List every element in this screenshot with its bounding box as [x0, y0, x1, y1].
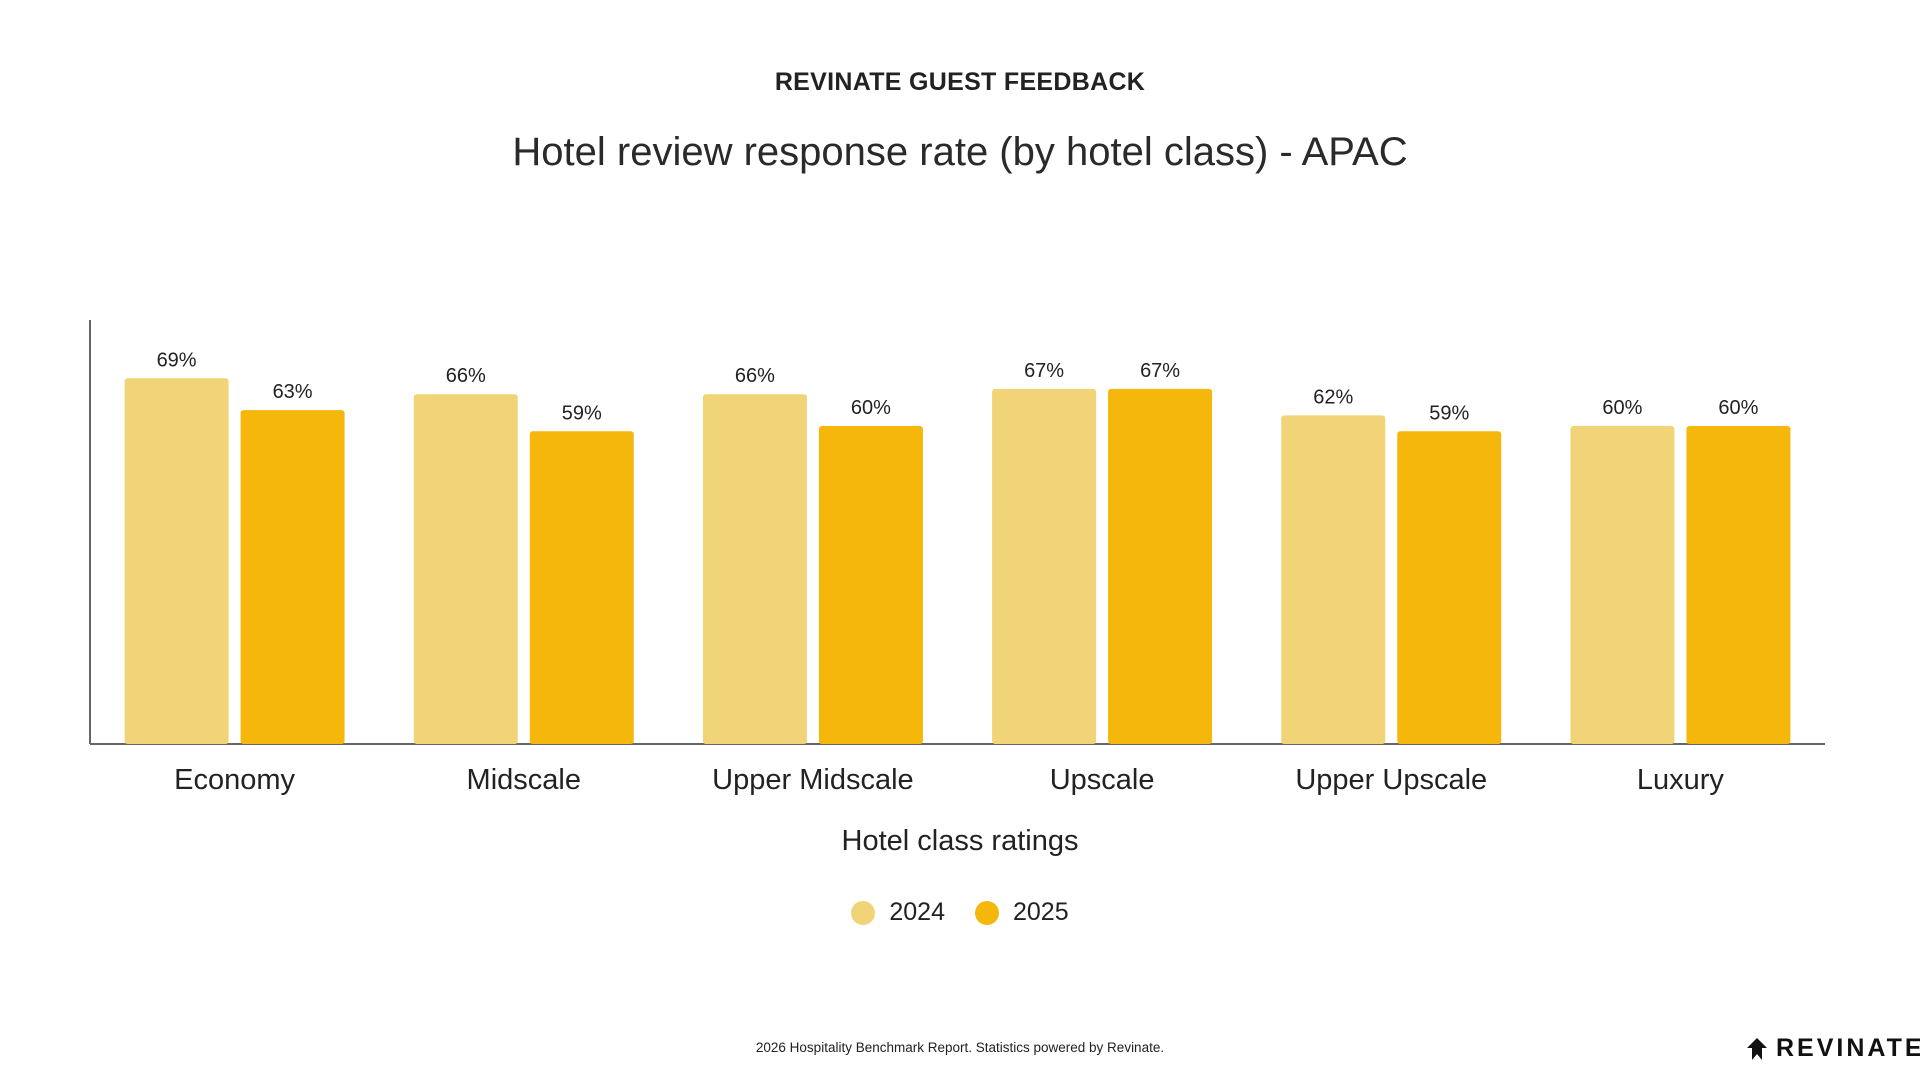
data-label-upper-upscale-2025: 59% [1429, 402, 1469, 424]
logo-text: REVINATE [1776, 1034, 1920, 1062]
bar-midscale-2025 [529, 431, 634, 744]
data-label-upper-midscale-2025: 60% [851, 397, 891, 419]
data-label-economy-2024: 69% [157, 349, 197, 371]
x-tick-label-upper-upscale: Upper Upscale [1295, 764, 1487, 796]
legend-swatch-2024 [851, 900, 876, 925]
bar-upper-midscale-2025 [818, 426, 923, 744]
bar-upscale-2025 [1108, 388, 1213, 744]
data-label-upscale-2024: 67% [1024, 360, 1064, 382]
data-label-luxury-2024: 60% [1602, 397, 1642, 419]
data-label-economy-2025: 63% [273, 381, 313, 403]
bar-luxury-2024 [1570, 426, 1675, 744]
legend-label-2024: 2024 [889, 898, 945, 926]
bar-economy-2025 [240, 410, 345, 744]
legend-item-2025: 2025 [975, 898, 1069, 927]
bar-upper-upscale-2025 [1397, 431, 1502, 744]
data-label-midscale-2024: 66% [446, 365, 486, 387]
x-tick-label-upscale: Upscale [1050, 764, 1155, 796]
legend-label-2025: 2025 [1013, 898, 1069, 926]
bar-luxury-2025 [1686, 426, 1791, 744]
bar-upper-midscale-2024 [702, 394, 807, 744]
data-label-luxury-2025: 60% [1718, 397, 1758, 419]
legend-item-2024: 2024 [851, 898, 945, 927]
data-label-upper-midscale-2024: 66% [735, 365, 775, 387]
x-tick-label-luxury: Luxury [1637, 764, 1725, 796]
report-eyebrow: REVINATE GUEST FEEDBACK [774, 68, 1146, 96]
chart-legend: 2024 2025 [0, 898, 1920, 927]
bar-upscale-2024 [992, 388, 1097, 744]
data-label-upscale-2025: 67% [1140, 360, 1180, 382]
data-label-upper-upscale-2024: 62% [1313, 386, 1353, 408]
data-label-midscale-2025: 59% [562, 402, 602, 424]
revinate-logo-icon [1746, 1037, 1768, 1061]
footer-note: 2026 Hospitality Benchmark Report. Stati… [755, 1040, 1165, 1055]
x-tick-label-economy: Economy [174, 764, 295, 796]
x-tick-label-midscale: Midscale [467, 764, 581, 796]
bar-upper-upscale-2024 [1281, 415, 1386, 744]
bar-economy-2024 [124, 378, 229, 744]
bar-midscale-2024 [413, 394, 518, 744]
chart-title: Hotel review response rate (by hotel cla… [512, 130, 1408, 174]
x-tick-label-upper-midscale: Upper Midscale [712, 764, 913, 796]
x-axis-title: Hotel class ratings [842, 825, 1079, 857]
legend-swatch-2025 [975, 900, 999, 925]
revinate-logo: REVINATE [1746, 1034, 1920, 1063]
